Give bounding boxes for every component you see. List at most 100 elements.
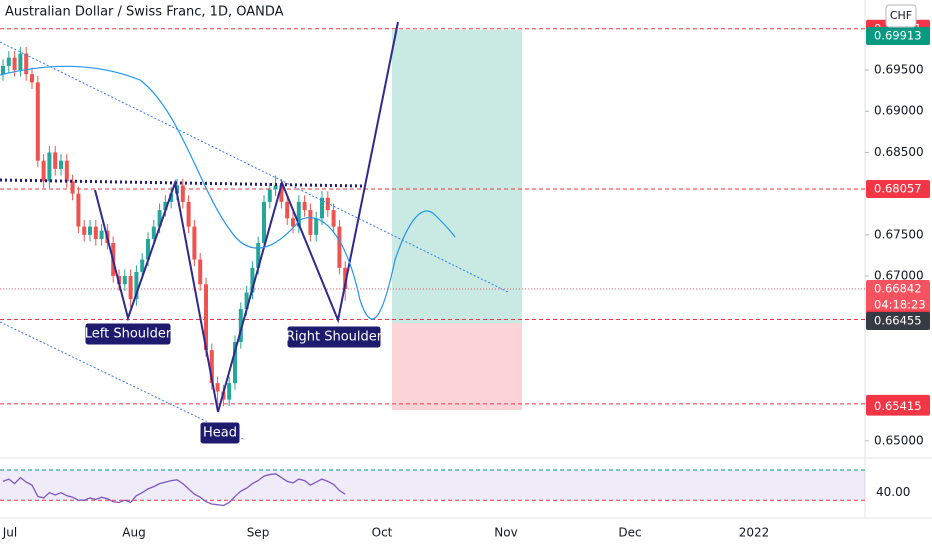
countdown: 04:18:23 [874,298,926,312]
annotation: Left Shoulder [85,327,172,342]
candle-body [1,65,5,75]
candle-body [30,74,34,83]
price-tag-label: 0.66455 [874,313,922,327]
candle-body [24,53,29,75]
candle-body [41,160,46,182]
rsi-band [0,470,865,501]
candle-body [151,226,156,239]
pattern-labels: Left Shoulder Head Right Shoulder [84,322,383,445]
pattern-line [94,21,399,413]
trend-line [0,321,246,441]
candle-body [163,201,168,211]
candle-body [233,341,237,384]
profit-zone [392,30,522,323]
neckline [0,178,363,188]
candle-body [320,197,324,219]
candle-body [128,276,133,300]
annotation: Head [203,426,237,441]
x-tick-label: Nov [494,526,517,540]
label-box [199,421,241,445]
candle-body [238,308,243,342]
candle-body [279,185,284,202]
candle-body [273,185,278,190]
label-box [286,325,382,349]
candle-body [18,53,23,71]
candle-body [64,160,69,182]
candle-body [204,284,208,351]
candle-body [99,230,104,239]
candle-body [250,267,255,293]
candle-body [308,210,313,235]
candle-body [169,193,174,202]
x-tick-label: Dec [618,526,641,540]
candles [1,46,348,407]
candle-body [343,267,348,290]
candle-body [93,226,98,239]
candle-body [122,276,127,285]
y-tick-label: 0.67500 [874,227,924,241]
candle-body [337,226,342,268]
candle-body [192,226,197,260]
candle-body [325,197,330,211]
candle-body [134,271,139,300]
x-tick-label: Sep [247,526,270,540]
candle-body [53,152,58,169]
price-tag [866,179,930,198]
currency-badge [885,4,917,28]
x-tick-label: Oct [372,526,393,540]
lines [0,28,865,405]
drawings [0,21,509,441]
candle-body [186,201,191,227]
candle-body [209,350,214,384]
candle-body [291,218,295,227]
y-tick-label: 0.67000 [874,269,924,283]
y-tick-label: 0.68500 [874,145,924,159]
y-tick-label: 0.69500 [874,63,924,77]
candle-body [59,160,63,169]
candle-body [140,259,145,272]
candle-body [244,292,249,309]
price-tag [866,27,930,46]
candle-body [256,243,261,268]
loss-zone [392,323,522,410]
candle-body [285,201,290,219]
candle-body [227,383,232,400]
candle-body [70,181,75,194]
annotation: Right Shoulder [286,330,383,345]
candle-body [302,201,307,211]
candle-body [76,193,81,227]
candle-body [82,226,87,235]
candle-body [331,210,336,227]
price-tag-label: 0.68057 [874,181,922,195]
candle-body [6,57,11,66]
price-tag [866,311,930,330]
candle-body [35,82,40,161]
x-tick-label: 2022 [739,526,770,540]
x-tick-label: Jul [2,526,17,540]
candle-body [180,185,185,202]
label-box [84,322,172,346]
rsi-line [2,473,346,507]
price-tag [866,397,930,416]
currency: CHF [890,9,912,22]
candle-body [267,189,272,202]
candle-body [198,259,203,285]
price-tag [866,280,930,315]
price-tag-label: 0.66842 [874,282,922,296]
x-tick-label: Aug [122,526,145,540]
rsi-tick-label: 40.00 [876,485,910,499]
price-tag-label: 0.69913 [874,29,922,43]
candle-body [157,210,162,227]
chart-title: Australian Dollar / Swiss Franc, 1D, OAN… [5,5,284,20]
position-boxes [392,30,522,410]
candle-body [88,226,92,235]
candle-body [146,238,150,260]
candle-body [47,152,52,182]
candle-body [262,201,266,244]
y-tick-label: 0.65000 [874,433,924,447]
candle-body [12,57,17,71]
y-tick-label: 0.69000 [874,104,924,118]
rsi-pane: 40.00 [0,469,910,507]
